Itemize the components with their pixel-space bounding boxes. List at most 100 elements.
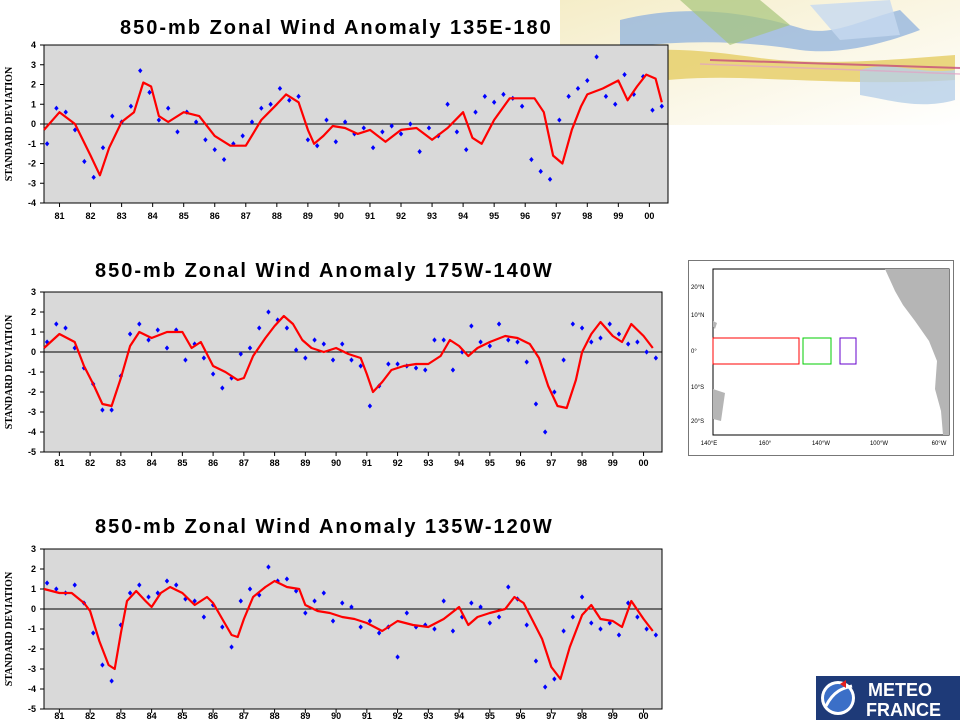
map-lon-labels: 140°E 160° 140°W 100°W 60°W [701,441,947,447]
x-tick-label: 88 [272,211,282,221]
x-tick-label: 85 [177,711,187,720]
x-tick-label: 95 [485,711,495,720]
x-tick-label: 84 [148,211,158,221]
map-lon-label: 100°W [870,441,888,447]
x-tick-label: 82 [85,458,95,468]
x-tick-label: 81 [54,458,64,468]
x-tick-label: 00 [639,458,649,468]
y-tick-label: 2 [31,564,36,574]
plot-area [44,292,662,452]
x-tick-label: 91 [365,211,375,221]
x-tick-label: 00 [639,711,649,720]
map-lat-label: 20°S [691,419,704,425]
x-tick-label: 91 [362,458,372,468]
meteo-france-logo: METEO FRANCE [816,676,960,720]
x-tick-label: 95 [489,211,499,221]
x-tick-label: 92 [396,211,406,221]
x-tick-label: 00 [644,211,654,221]
x-tick-label: 96 [520,211,530,221]
x-tick-label: 89 [300,458,310,468]
y-tick-label: -3 [28,407,36,417]
chart-title: 850-mb Zonal Wind Anomaly 135E-180 [120,17,553,39]
y-tick-label: -5 [28,704,36,714]
y-tick-label: 3 [31,544,36,554]
x-tick-label: 94 [454,458,464,468]
y-tick-label: 0 [31,347,36,357]
logo-graphic: METEO FRANCE [816,676,960,720]
logo-line2: FRANCE [866,700,941,720]
y-tick-label: -3 [28,664,36,674]
chart-1: 850-mb Zonal Wind Anomaly 135E-18043210-… [4,17,668,221]
y-tick-label: 1 [31,584,36,594]
x-tick-label: 98 [582,211,592,221]
chart-2: 850-mb Zonal Wind Anomaly 175W-140W3210-… [4,260,662,468]
y-tick-label: -4 [28,198,36,208]
y-tick-label: -4 [28,684,36,694]
chart-title: 850-mb Zonal Wind Anomaly 135W-120W [95,516,554,538]
x-tick-label: 89 [300,711,310,720]
x-tick-label: 90 [331,711,341,720]
y-tick-label: -1 [28,624,36,634]
y-axis-label: STANDARD DEVIATION [4,571,15,686]
x-tick-label: 93 [427,211,437,221]
x-tick-label: 81 [55,211,65,221]
map-lat-label: 0° [691,349,697,355]
y-tick-label: 2 [31,307,36,317]
y-tick-label: 0 [31,604,36,614]
x-tick-label: 81 [54,711,64,720]
x-tick-label: 94 [458,211,468,221]
x-tick-label: 99 [613,211,623,221]
x-tick-label: 83 [116,458,126,468]
x-tick-label: 95 [485,458,495,468]
x-tick-label: 82 [85,711,95,720]
x-tick-label: 86 [210,211,220,221]
x-tick-label: 99 [608,711,618,720]
x-tick-label: 97 [546,458,556,468]
y-tick-label: 3 [31,60,36,70]
x-tick-label: 83 [116,711,126,720]
x-tick-label: 97 [546,711,556,720]
plot-area [44,549,662,709]
region-map-canvas: 20°N 10°N 0° 10°S 20°S 140°E 160° 140°W 100°W 60… [689,261,953,455]
y-tick-label: 1 [31,327,36,337]
y-tick-label: -2 [28,644,36,654]
x-tick-label: 84 [147,458,157,468]
map-lat-label: 10°S [691,385,704,391]
x-tick-label: 85 [179,211,189,221]
y-axis-label: STANDARD DEVIATION [4,314,15,429]
map-lat-label: 10°N [691,313,704,319]
x-tick-label: 98 [577,711,587,720]
x-tick-label: 92 [393,458,403,468]
y-tick-label: -1 [28,139,36,149]
x-tick-label: 88 [270,711,280,720]
x-tick-label: 97 [551,211,561,221]
y-tick-label: -2 [28,159,36,169]
map-lon-label: 140°W [812,441,830,447]
x-tick-label: 87 [239,458,249,468]
x-tick-label: 93 [423,711,433,720]
x-tick-label: 94 [454,711,464,720]
x-tick-label: 96 [516,711,526,720]
chart-3: 850-mb Zonal Wind Anomaly 135W-120W 3 2 1 0 -… [4,516,662,720]
map-lon-label: 160° [759,441,772,447]
y-axis-label: STANDARD DEVIATION [4,66,15,181]
x-tick-label: 89 [303,211,313,221]
x-tick-label: 96 [516,458,526,468]
x-tick-label: 93 [423,458,433,468]
y-tick-label: -1 [28,367,36,377]
x-tick-label: 84 [147,711,157,720]
logo-line1: METEO [868,680,932,700]
charts-stage: 850-mb Zonal Wind Anomaly 135E-180 4 3 2 1 0 -… [0,0,690,720]
y-tick-label: -4 [28,427,36,437]
region-map: 20°N 10°N 0° 10°S 20°S 140°E 160° 140°W 100°W 60… [688,260,954,456]
x-tick-label: 86 [208,711,218,720]
y-tick-label: -3 [28,178,36,188]
x-tick-label: 88 [270,458,280,468]
x-tick-label: 85 [177,458,187,468]
y-tick-label: -2 [28,387,36,397]
x-tick-label: 98 [577,458,587,468]
x-tick-label: 86 [208,458,218,468]
y-tick-label: 3 [31,287,36,297]
x-tick-label: 82 [86,211,96,221]
y-tick-label: 1 [31,99,36,109]
